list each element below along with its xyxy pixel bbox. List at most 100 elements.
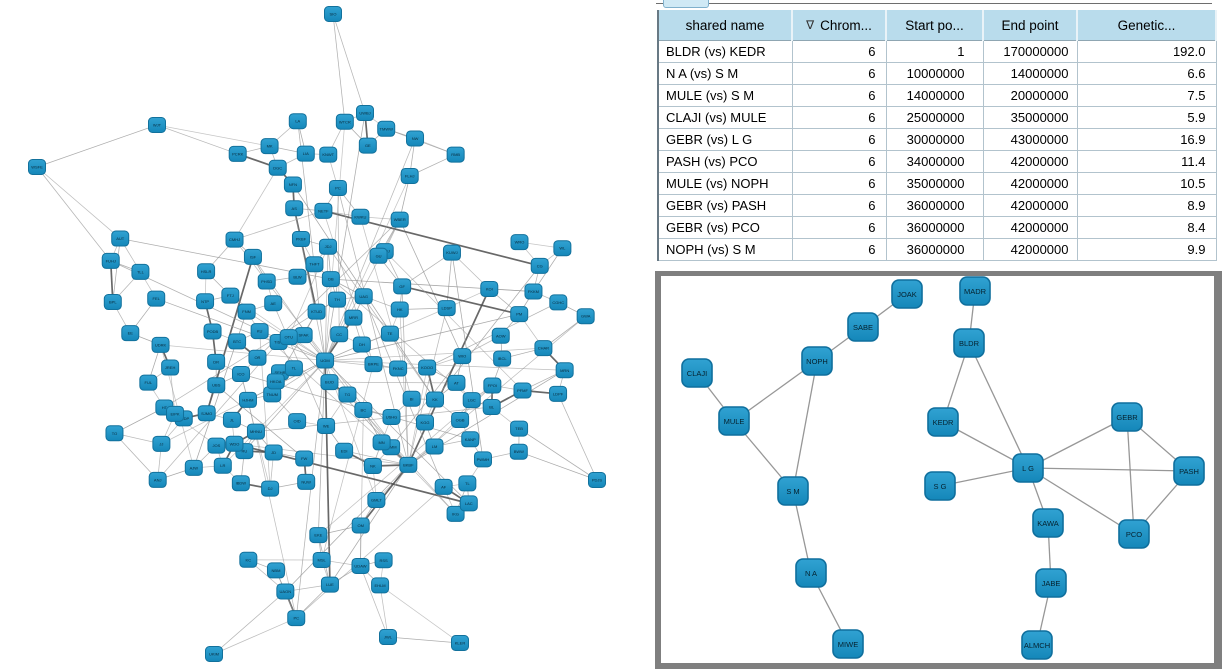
graph-node[interactable]: GU — [369, 247, 388, 264]
graph-edge[interactable] — [330, 278, 534, 292]
graph-node[interactable]: MRR — [344, 309, 363, 326]
graph-edge[interactable] — [324, 246, 329, 361]
table-cell[interactable]: 14000000 — [885, 84, 984, 107]
graph-node[interactable]: FLHJ — [400, 167, 419, 184]
graph-edge[interactable] — [446, 252, 453, 309]
graph-node[interactable]: NFN — [283, 176, 302, 193]
table-cell[interactable]: 6 — [791, 238, 887, 261]
graph-node[interactable]: KTUD — [307, 303, 326, 320]
table-row[interactable]: MULE (vs) NOPH 6 35000000 42000000 10.5 — [657, 172, 1217, 195]
graph-edge[interactable] — [1126, 416, 1135, 535]
graph-node[interactable]: JJ — [152, 435, 171, 452]
graph-node[interactable]: TG — [338, 386, 357, 403]
graph-edge[interactable] — [36, 166, 121, 239]
graph-node-MIWE[interactable]: MIWE — [832, 629, 864, 659]
graph-edge[interactable] — [156, 124, 270, 147]
graph-node[interactable]: WTCR — [335, 113, 354, 130]
graph-node[interactable]: GE — [358, 137, 377, 154]
table-row[interactable]: GEBR (vs) L G 6 30000000 43000000 16.9 — [657, 128, 1217, 151]
graph-node[interactable]: BL — [482, 399, 501, 416]
graph-node[interactable]: HKOA — [266, 373, 285, 390]
graph-node[interactable]: AUT — [111, 230, 130, 247]
graph-node[interactable]: PFMF — [513, 382, 532, 399]
table-cell[interactable]: 6 — [791, 128, 887, 151]
graph-node[interactable]: FNM — [237, 303, 256, 320]
table-cell[interactable]: 10.5 — [1076, 172, 1217, 195]
graph-node[interactable]: KANP — [461, 431, 480, 448]
table-cell[interactable]: 36000000 — [885, 216, 984, 239]
graph-node[interactable]: KLER — [451, 635, 469, 651]
graph-node[interactable]: UKIM — [205, 646, 223, 662]
graph-node[interactable]: ANJ — [148, 471, 167, 488]
table-cell[interactable]: 42000000 — [982, 172, 1078, 195]
graph-edge[interactable] — [327, 246, 436, 400]
graph-node-CLAJI[interactable]: CLAJI — [681, 358, 713, 388]
table-row[interactable]: GEBR (vs) PASH 6 36000000 42000000 8.9 — [657, 194, 1217, 217]
graph-node[interactable]: LM — [425, 438, 444, 455]
graph-node[interactable]: PDJS — [588, 472, 606, 488]
graph-edge[interactable] — [518, 428, 598, 481]
graph-node[interactable]: JL — [222, 411, 241, 428]
graph-node[interactable]: DB — [321, 271, 340, 288]
table-cell[interactable]: N A (vs) S M — [657, 62, 793, 85]
toolbar-fragment[interactable] — [663, 0, 709, 8]
table-cell[interactable]: 42000000 — [982, 216, 1078, 239]
graph-node[interactable]: WE — [317, 417, 336, 434]
graph-node[interactable]: UBS — [207, 377, 226, 394]
graph-node[interactable]: TEB — [510, 420, 529, 437]
graph-node[interactable]: OM — [351, 517, 370, 534]
graph-edge[interactable] — [324, 360, 331, 585]
table-row[interactable]: PASH (vs) PCO 6 34000000 42000000 11.4 — [657, 150, 1217, 173]
graph-node[interactable]: JOS — [207, 437, 226, 454]
graph-node[interactable]: NBM — [266, 562, 285, 579]
table-cell[interactable]: GEBR (vs) L G — [657, 128, 793, 151]
graph-node[interactable]: UDRK — [151, 336, 170, 353]
graph-node[interactable]: RSS — [374, 552, 393, 569]
table-cell[interactable]: 7.5 — [1076, 84, 1217, 107]
graph-node[interactable]: WSFE — [28, 159, 46, 175]
graph-edge[interactable] — [213, 591, 286, 655]
table-cell[interactable]: 36000000 — [885, 238, 984, 261]
graph-node[interactable]: WIO — [453, 348, 472, 365]
table-cell[interactable]: 42000000 — [982, 238, 1078, 261]
network-view-detail[interactable]: JOAK MADR SABE NOPH BLDR CLAJI MULE KEDR GEBR L G… — [655, 271, 1222, 669]
graph-node[interactable]: KGG — [415, 414, 434, 431]
graph-node[interactable]: HJHM — [238, 391, 257, 408]
table-cell[interactable]: 6 — [791, 150, 887, 173]
table-cell[interactable]: 6 — [791, 216, 887, 239]
graph-edge[interactable] — [399, 309, 409, 465]
column-header-genetic[interactable]: Genetic... — [1077, 10, 1217, 41]
graph-node[interactable]: ISF — [243, 248, 262, 265]
graph-node[interactable]: BKBF — [399, 456, 418, 473]
graph-node[interactable]: BTC — [228, 333, 247, 350]
graph-edge[interactable] — [160, 344, 326, 361]
graph-node[interactable]: AF — [434, 478, 453, 495]
graph-node[interactable]: KOOO — [418, 359, 437, 376]
graph-node[interactable]: EKE — [309, 527, 328, 544]
graph-edge[interactable] — [36, 166, 112, 262]
graph-node[interactable]: KOI — [480, 280, 499, 297]
graph-node[interactable]: FEL — [147, 290, 166, 307]
graph-node[interactable]: PC — [328, 179, 347, 196]
graph-node-LG[interactable]: L G — [1012, 453, 1044, 483]
graph-node-MADR[interactable]: MADR — [959, 276, 991, 306]
table-cell[interactable]: PASH (vs) PCO — [657, 150, 793, 173]
graph-node[interactable]: LA — [288, 113, 307, 130]
table-cell[interactable]: 10000000 — [885, 62, 984, 85]
table-cell[interactable]: 6 — [791, 106, 887, 129]
graph-node[interactable]: JD — [264, 444, 283, 461]
graph-node[interactable]: FUHJ — [101, 252, 120, 269]
table-cell[interactable]: GEBR (vs) PASH — [657, 194, 793, 217]
graph-node[interactable]: UAON — [276, 583, 295, 600]
graph-node[interactable]: PC — [287, 610, 306, 627]
table-cell[interactable]: 35000000 — [885, 172, 984, 195]
graph-node[interactable]: TO — [105, 425, 124, 442]
table-cell[interactable]: 20000000 — [982, 84, 1078, 107]
graph-node[interactable]: GF — [393, 278, 412, 295]
table-cell[interactable]: 11.4 — [1076, 150, 1217, 173]
table-cell[interactable]: 6 — [791, 62, 887, 85]
graph-edge[interactable] — [1027, 467, 1135, 535]
graph-node[interactable]: KC — [239, 551, 258, 568]
table-cell[interactable]: 8.9 — [1076, 194, 1217, 217]
graph-node[interactable]: SIO — [324, 6, 342, 22]
